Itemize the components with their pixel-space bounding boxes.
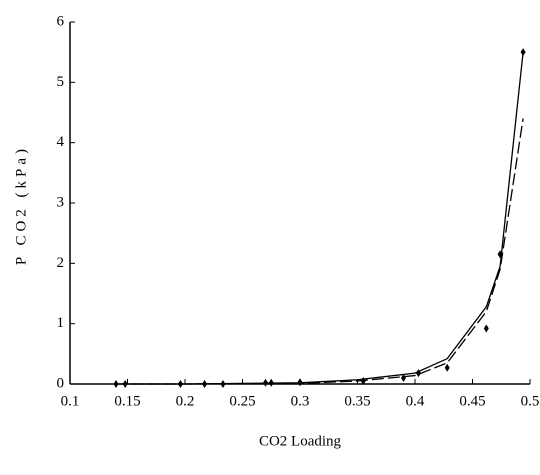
x-tick-label: 0.25 [229,393,255,409]
x-tick-label: 0.1 [61,393,80,409]
x-tick-label: 0.45 [459,393,485,409]
x-tick-label: 0.3 [291,393,310,409]
y-tick-label: 0 [57,375,65,391]
y-tick-label: 6 [57,13,65,29]
x-tick-label: 0.15 [114,393,140,409]
y-axis-label: P CO2 (kPa) [13,145,29,265]
y-tick-label: 3 [57,194,65,210]
data-point [444,363,450,372]
dashed-line [116,118,524,385]
x-tick-label: 0.5 [521,393,540,409]
x-tick-label: 0.4 [406,393,425,409]
y-tick-label: 4 [57,134,65,150]
solid-line [116,52,524,385]
y-tick-label: 2 [57,255,65,271]
y-tick-label: 5 [57,74,65,90]
x-tick-label: 0.35 [344,393,370,409]
x-axis-label: CO2 Loading [259,433,342,449]
x-tick-label: 0.2 [176,393,195,409]
y-tick-label: 1 [57,315,65,331]
data-point [483,324,489,333]
